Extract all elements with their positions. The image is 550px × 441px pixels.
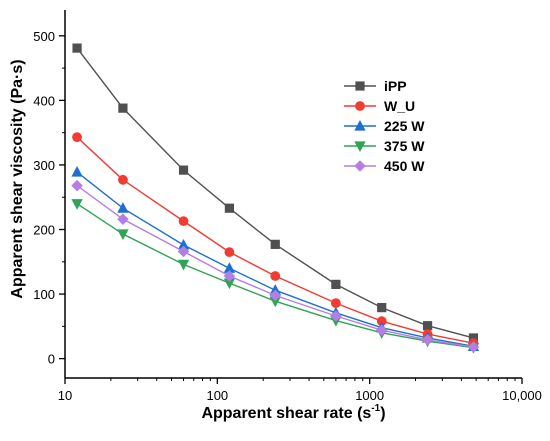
data-point	[270, 239, 280, 249]
data-point	[71, 199, 83, 210]
y-tick-label: 100	[33, 287, 55, 302]
data-point	[71, 179, 83, 192]
legend-marker	[354, 141, 366, 153]
y-tick-label: 400	[33, 93, 55, 108]
data-point	[178, 216, 189, 227]
data-point	[117, 202, 129, 213]
series-450-w	[71, 179, 480, 353]
data-point	[224, 203, 234, 213]
legend-label: iPP	[384, 78, 407, 94]
legend-label: 375 W	[384, 138, 425, 154]
data-point	[269, 289, 282, 302]
data-point	[422, 321, 433, 331]
data-point	[72, 43, 82, 53]
y-tick-label: 200	[33, 223, 55, 238]
data-point	[377, 303, 387, 313]
x-axis-title-tail: )	[380, 405, 385, 422]
legend: iPP W_U 225 W 375 W 450 W	[344, 78, 425, 174]
x-tick-label: 1000	[355, 388, 384, 403]
data-point	[118, 103, 128, 113]
x-tick-label: 10	[58, 388, 72, 403]
legend-marker	[354, 160, 366, 172]
legend-marker	[355, 81, 365, 91]
x-axis-title: Apparent shear rate (s-1)	[201, 403, 385, 422]
data-point	[117, 229, 129, 241]
x-axis-title-sup: -1	[371, 403, 380, 414]
data-point	[72, 132, 82, 143]
legend-marker	[355, 101, 365, 111]
legend-item: 450 W	[344, 158, 425, 174]
legend-item: iPP	[344, 78, 407, 94]
data-point	[223, 270, 236, 282]
data-point	[117, 213, 129, 225]
data-point	[118, 174, 128, 185]
y-tick-label: 300	[33, 158, 55, 173]
data-point	[375, 324, 388, 336]
legend-label: W_U	[384, 98, 415, 114]
legend-label: 225 W	[384, 118, 425, 134]
legend-marker	[354, 119, 366, 131]
x-tick-label: 100	[206, 388, 228, 403]
legend-label: 450 W	[384, 158, 425, 174]
y-axis-title: Apparent shear viscosity (Pa·s)	[9, 59, 26, 298]
data-point	[331, 279, 341, 289]
data-point	[421, 334, 434, 346]
y-tick-label: 0	[48, 352, 55, 367]
data-point	[178, 165, 189, 175]
data-point	[71, 165, 83, 177]
plot-area	[71, 43, 480, 354]
data-point	[330, 310, 342, 322]
data-point	[270, 271, 281, 281]
data-point	[177, 245, 190, 258]
series-ipp	[72, 43, 479, 343]
series-225-w	[71, 165, 480, 351]
data-point	[224, 247, 235, 258]
data-point	[467, 341, 480, 353]
y-tick-label: 500	[33, 29, 55, 44]
data-point	[177, 259, 190, 271]
legend-item: 375 W	[344, 138, 425, 154]
axes: 0 100 200 300 400 500 10 100 1000 10,000	[33, 10, 542, 403]
legend-item: 225 W	[344, 118, 425, 134]
data-point	[330, 298, 341, 309]
x-axis-title-main: Apparent shear rate (s	[201, 405, 371, 422]
series-line	[76, 185, 474, 348]
legend-item: W_U	[344, 98, 415, 114]
x-tick-label: 10,000	[502, 388, 542, 403]
